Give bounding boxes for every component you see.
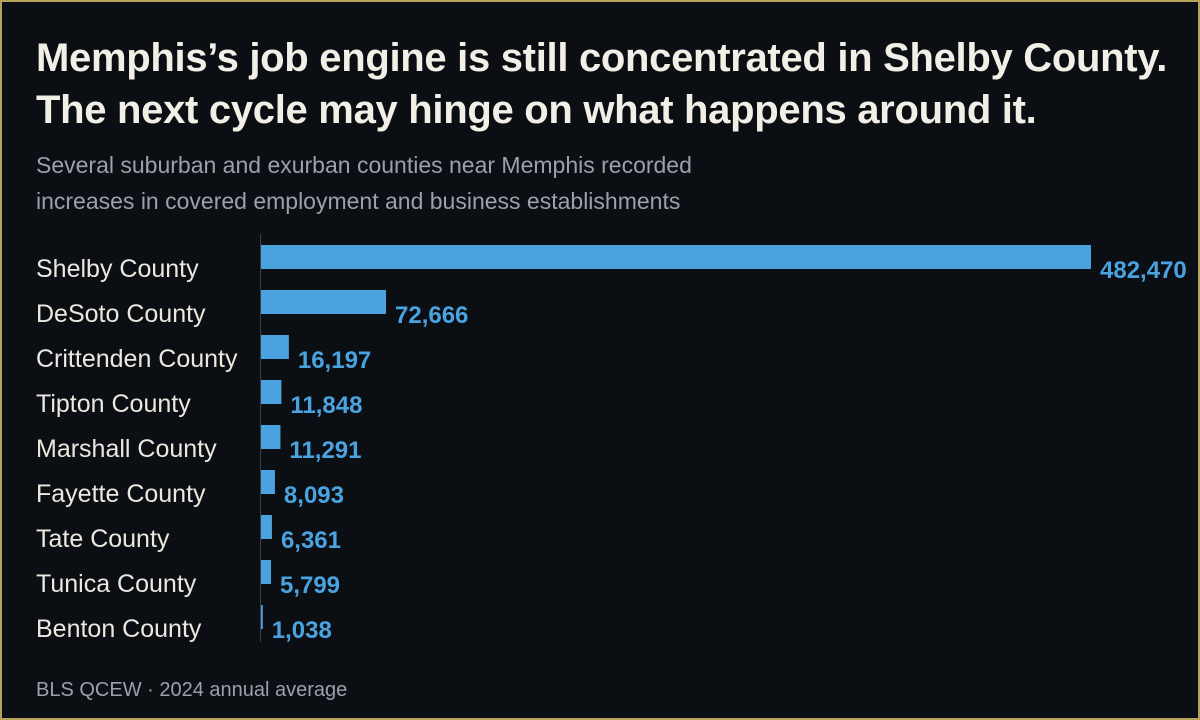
- category-label: Crittenden County: [36, 345, 238, 373]
- category-label: Tate County: [36, 525, 170, 553]
- value-label: 11,848: [290, 392, 362, 419]
- category-label: Marshall County: [36, 435, 217, 463]
- bar: [261, 515, 272, 539]
- value-label: 1,038: [272, 617, 332, 644]
- category-label: Shelby County: [36, 255, 199, 283]
- bar: [261, 470, 275, 494]
- chart-title: Memphis’s job engine is still concentrat…: [36, 36, 1168, 132]
- category-label: Tunica County: [36, 570, 197, 598]
- category-label: Fayette County: [36, 480, 206, 508]
- category-label: DeSoto County: [36, 300, 206, 328]
- value-label: 72,666: [395, 302, 468, 329]
- category-label: Tipton County: [36, 390, 191, 418]
- value-label: 16,197: [298, 347, 371, 374]
- value-label: 5,799: [280, 572, 340, 599]
- bar: [261, 605, 263, 629]
- category-label: Benton County: [36, 615, 202, 643]
- value-label: 6,361: [281, 527, 341, 554]
- bar: [261, 335, 289, 359]
- value-label: 11,291: [289, 437, 361, 464]
- bar: [261, 245, 1091, 269]
- source-note: BLS QCEW · 2024 annual average: [36, 679, 348, 701]
- value-label: 8,093: [284, 482, 344, 509]
- bar: [261, 290, 387, 314]
- value-label: 482,470: [1100, 257, 1187, 284]
- chart-subtitle: Several suburban and exurban counties ne…: [36, 152, 692, 214]
- bar: [261, 380, 282, 404]
- bar: [261, 560, 271, 584]
- bar: [261, 425, 281, 449]
